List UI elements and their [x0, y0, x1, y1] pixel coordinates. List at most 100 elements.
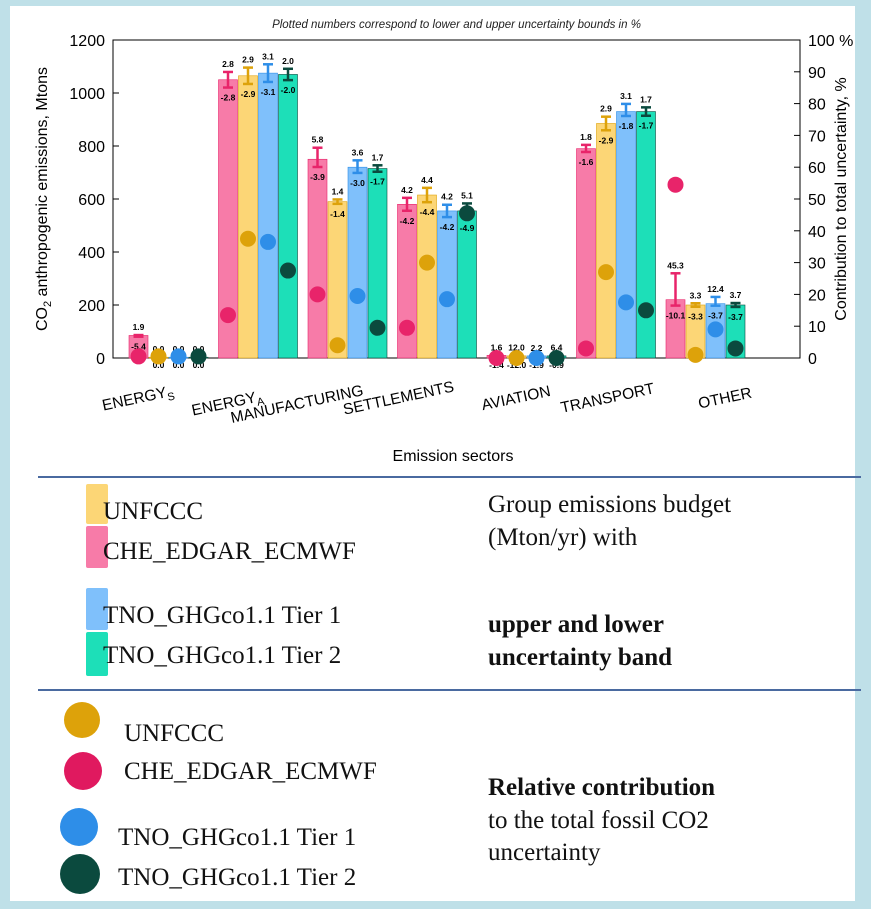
upper-bound-label: 45.3 [667, 260, 684, 270]
lower-bound-label: -2.8 [221, 93, 236, 103]
contribution-dot [170, 348, 187, 365]
contribution-dot [309, 286, 326, 303]
lower-bound-label: -3.0 [350, 178, 365, 188]
legend-swatch-tier2-bar [86, 632, 108, 676]
lower-bound-label: -5.4 [131, 342, 146, 352]
legend-dot-tier1 [60, 808, 98, 846]
bar [307, 158, 328, 359]
upper-bound-label: 2.9 [600, 104, 612, 114]
bar [576, 148, 596, 359]
upper-bound-label: 1.7 [640, 94, 652, 104]
contribution-dot [508, 350, 525, 366]
upper-bound-label: 2.8 [222, 59, 234, 69]
upper-bound-label: 4.4 [421, 175, 433, 185]
y2-tick-label: 50 [808, 192, 826, 209]
contribution-dot [190, 348, 207, 365]
lower-bound-label: -4.4 [420, 207, 435, 217]
upper-bound-label: 1.4 [332, 186, 344, 196]
contribution-dot [638, 302, 654, 319]
legend-label-tier1-dot: TNO_GHGco1.1 Tier 1 [118, 824, 357, 851]
lower-bound-label: 0.0 [173, 360, 185, 370]
bar [616, 111, 636, 359]
bars-note-line1: Group emissions budget [488, 491, 732, 518]
legend-dot-unfccc [64, 702, 100, 738]
y-tick-label: 1200 [69, 33, 105, 50]
bar [258, 72, 278, 359]
upper-bound-label: 3.6 [352, 147, 364, 157]
lower-bound-label: -4.9 [460, 223, 475, 233]
bars-note-bold-line1: upper and lower [488, 611, 664, 638]
lower-bound-label: 0.0 [193, 360, 205, 370]
y2-tick-label: 20 [808, 287, 826, 304]
legend-label-tier2-dot: TNO_GHGco1.1 Tier 2 [118, 864, 357, 891]
category-label: AVIATION [480, 383, 552, 414]
y-tick-label: 1000 [69, 86, 105, 103]
legend-label-che-dot: CHE_EDGAR_ECMWF [124, 758, 377, 785]
legend-label-tier1-bar: TNO_GHGco1.1 Tier 1 [103, 602, 342, 629]
legend-swatch-unfccc-bar [86, 484, 108, 524]
bar [437, 210, 457, 359]
contribution-dot [528, 350, 545, 366]
lower-bound-label: -10.1 [666, 311, 686, 321]
upper-bound-label: 2.0 [282, 56, 294, 66]
bar [636, 111, 656, 359]
upper-bound-label: 1.6 [491, 342, 503, 352]
dots-note-line1: to the total fossil CO2 [488, 806, 709, 834]
y-tick-label: 200 [78, 298, 105, 315]
contribution-dot [260, 233, 276, 250]
bars-note-bold: upper and lower uncertainty band [488, 609, 672, 674]
lower-bound-label: -2.0 [281, 85, 296, 95]
legend-label-tier2-bar: TNO_GHGco1.1 Tier 2 [103, 642, 342, 669]
y2-tick-label: 0 [808, 351, 817, 368]
y-tick-label: 400 [78, 245, 105, 262]
lower-bound-label: 0.0 [153, 360, 165, 370]
lower-bound-label: -1.8 [619, 121, 634, 131]
upper-bound-label: 3.1 [620, 91, 632, 101]
contribution-dot [667, 176, 684, 193]
bar [327, 201, 348, 359]
lower-bound-label: -3.7 [728, 312, 743, 322]
category-label: TRANSPORT [559, 380, 656, 417]
y-tick-label: 600 [78, 192, 105, 209]
contribution-dot [578, 340, 594, 357]
upper-bound-label: 6.4 [551, 343, 563, 353]
lower-bound-label: -1.4 [330, 209, 345, 219]
y2-tick-label: 80 [808, 97, 826, 114]
y2-tick-label: 90 [808, 65, 826, 82]
y-axis-label: CO2 anthropogenic emissions, Mtons [34, 67, 54, 331]
contribution-dot [687, 346, 704, 363]
y2-tick-label: 30 [808, 256, 826, 273]
contribution-dot [240, 230, 256, 247]
contribution-dot [598, 264, 614, 281]
lower-bound-label: -2.9 [241, 89, 256, 99]
category-label: ENERGYS [101, 383, 176, 418]
y-tick-label: 800 [78, 139, 105, 156]
lower-bound-label: -1.7 [370, 177, 385, 187]
emissions-chart: Plotted numbers correspond to lower and … [34, 19, 853, 465]
dots-note-bold: Relative contribution [488, 774, 716, 801]
upper-bound-label: 12.0 [508, 343, 525, 353]
legend-label-unfccc-bar: UNFCCC [103, 498, 204, 525]
category-label: OTHER [697, 385, 754, 413]
upper-bound-label: 3.3 [690, 290, 702, 300]
contribution-dot [369, 319, 386, 336]
lower-bound-label: -3.7 [708, 311, 723, 321]
contribution-dot [618, 294, 634, 311]
upper-bound-label: 1.7 [372, 152, 384, 162]
upper-bound-label: 3.7 [730, 290, 742, 300]
upper-bound-label: 2.2 [531, 343, 543, 353]
chart-title: Plotted numbers correspond to lower and … [272, 19, 641, 31]
contribution-dot [548, 350, 565, 366]
contribution-dot [130, 348, 147, 365]
contribution-dot [280, 262, 296, 279]
bar [278, 74, 298, 359]
y2-tick-label: 100 % [808, 33, 853, 50]
upper-bound-label: 4.2 [441, 192, 453, 202]
dots-note-line2: uncertainty [488, 839, 601, 866]
upper-bound-label: 5.8 [312, 135, 324, 145]
legend-label-unfccc-dot: UNFCCC [124, 720, 225, 747]
legend-separator-bottom [38, 689, 861, 691]
legend-label-che-bar: CHE_EDGAR_ECMWF [103, 538, 356, 565]
upper-bound-label: 4.2 [401, 185, 413, 195]
bar [596, 123, 616, 359]
